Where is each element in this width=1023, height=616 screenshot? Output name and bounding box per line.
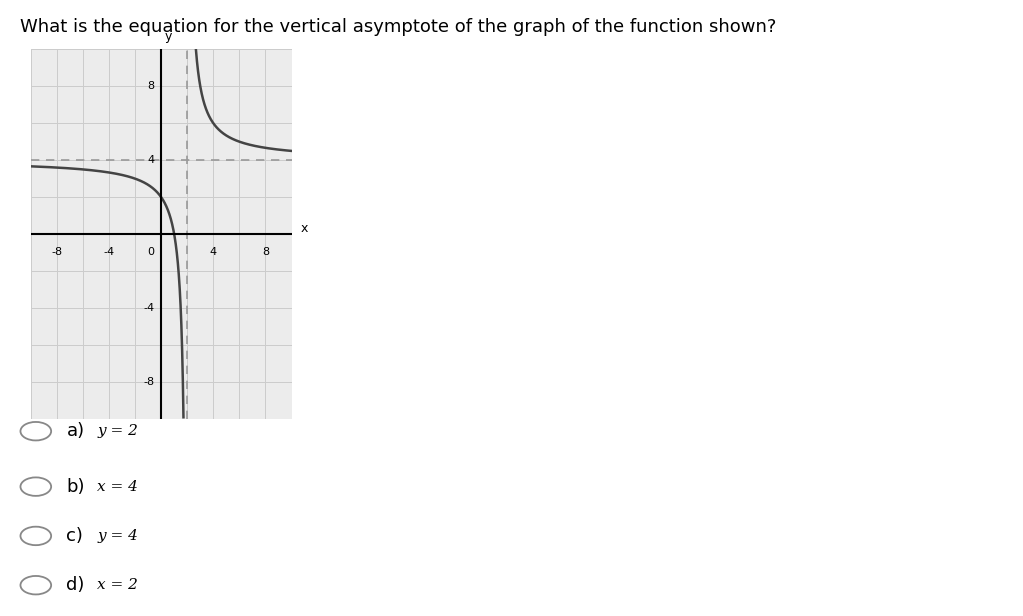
Text: y = 2: y = 2 (97, 424, 138, 438)
Text: 0: 0 (147, 247, 154, 257)
Text: c): c) (66, 527, 83, 545)
Text: 8: 8 (262, 247, 269, 257)
Text: b): b) (66, 477, 85, 496)
Text: 4: 4 (147, 155, 154, 165)
Text: d): d) (66, 576, 85, 594)
Text: a): a) (66, 422, 85, 440)
Text: 8: 8 (147, 81, 154, 91)
Text: 4: 4 (210, 247, 217, 257)
Text: x = 2: x = 2 (97, 578, 138, 592)
Text: y = 4: y = 4 (97, 529, 138, 543)
Text: x: x (301, 222, 308, 235)
Text: x = 4: x = 4 (97, 480, 138, 493)
Text: -8: -8 (51, 247, 62, 257)
Text: -4: -4 (143, 303, 154, 313)
Text: y: y (165, 30, 173, 43)
Text: -8: -8 (143, 377, 154, 387)
Text: -4: -4 (103, 247, 115, 257)
Text: What is the equation for the vertical asymptote of the graph of the function sho: What is the equation for the vertical as… (20, 18, 776, 36)
